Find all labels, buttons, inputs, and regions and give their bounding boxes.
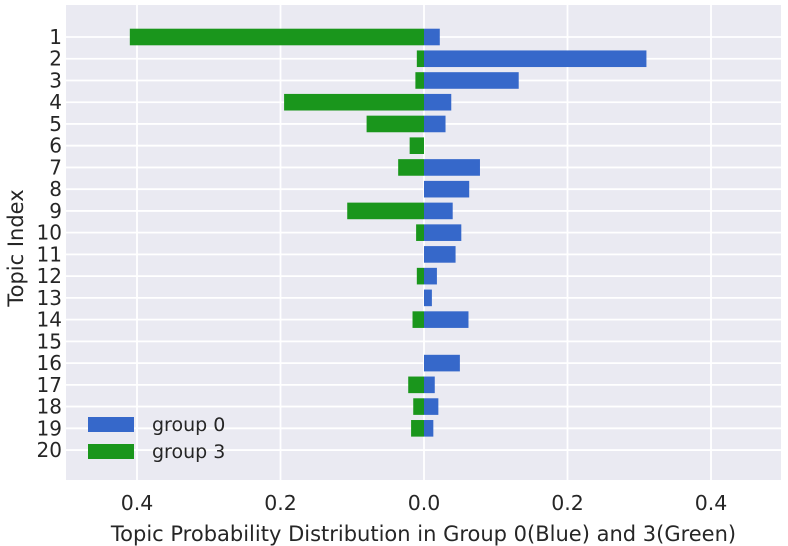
y-tick-label: 1 [49,25,62,49]
y-tick-label: 17 [37,373,62,397]
bar-group0-topic-16 [424,354,460,372]
legend-swatch-green [88,444,134,459]
bar-group0-topic-10 [424,224,462,241]
y-axis-label: Topic Index [4,189,28,307]
bar-group0-topic-12 [424,267,437,285]
y-tick-label: 8 [49,177,62,201]
bar-group0-topic-11 [424,246,456,263]
bar-group0-topic-19 [424,420,434,437]
bar-group0-topic-17 [424,376,435,394]
bar-group3-topic-9 [347,202,424,220]
y-tick-label: 4 [49,90,62,114]
bar-group3-topic-3 [415,72,424,89]
y-tick-label: 12 [37,264,62,288]
y-tick-label: 9 [49,199,62,223]
y-tick-label: 2 [49,47,62,71]
x-tick-label: 0.2 [551,491,584,515]
x-tick-label: 0.4 [121,491,154,515]
bar-group3-topic-7 [398,159,424,176]
y-tick-label: 13 [37,286,62,310]
bar-group3-topic-6 [409,137,424,154]
bar-group3-topic-12 [416,267,424,285]
bar-group0-topic-8 [424,180,470,198]
bar-group3-topic-5 [366,115,424,133]
bar-group3-topic-18 [413,398,424,415]
bar-group0-topic-13 [424,289,432,307]
bar-group3-topic-2 [416,50,424,68]
bar-group0-topic-2 [424,50,647,68]
y-tick-label: 18 [37,395,62,419]
bar-group0-topic-18 [424,398,439,415]
y-tick-label: 7 [49,155,62,179]
y-tick-label: 10 [37,221,62,245]
y-tick-label: 14 [37,308,62,332]
y-tick-label: 3 [49,68,62,92]
legend: group 0 group 3 [88,411,225,465]
legend-label: group 3 [152,440,226,463]
y-tick-label: 15 [37,329,62,353]
bar-group0-topic-14 [424,311,469,328]
bar-group0-topic-7 [424,159,480,176]
x-tick-label: 0.4 [695,491,728,515]
bar-group3-topic-4 [284,93,424,111]
legend-item-group-0: group 0 [88,411,225,438]
bar-group0-topic-9 [424,202,453,220]
y-tick-label: 19 [37,416,62,440]
bar-group3-topic-1 [129,28,424,46]
legend-label: group 0 [152,413,226,436]
legend-item-group-3: group 3 [88,438,225,465]
y-tick-label: 11 [37,242,62,266]
y-tick-label: 5 [49,112,62,136]
x-axis-label: Topic Probability Distribution in Group … [110,522,737,546]
bar-group3-topic-19 [411,420,424,437]
bar-group0-topic-4 [424,93,452,111]
x-tick-label: 0.2 [264,491,297,515]
y-tick-label: 16 [37,351,62,375]
y-tick-label: 6 [49,134,62,158]
bar-group0-topic-1 [424,28,440,46]
bar-group3-topic-14 [412,311,424,328]
bar-group3-topic-17 [408,376,424,394]
y-tick-label: 20 [37,438,62,462]
bar-group3-topic-10 [416,224,424,241]
bar-group0-topic-5 [424,115,446,133]
x-tick-label: 0.0 [408,491,441,515]
legend-swatch-blue [88,417,134,432]
bar-group0-topic-3 [424,72,519,89]
